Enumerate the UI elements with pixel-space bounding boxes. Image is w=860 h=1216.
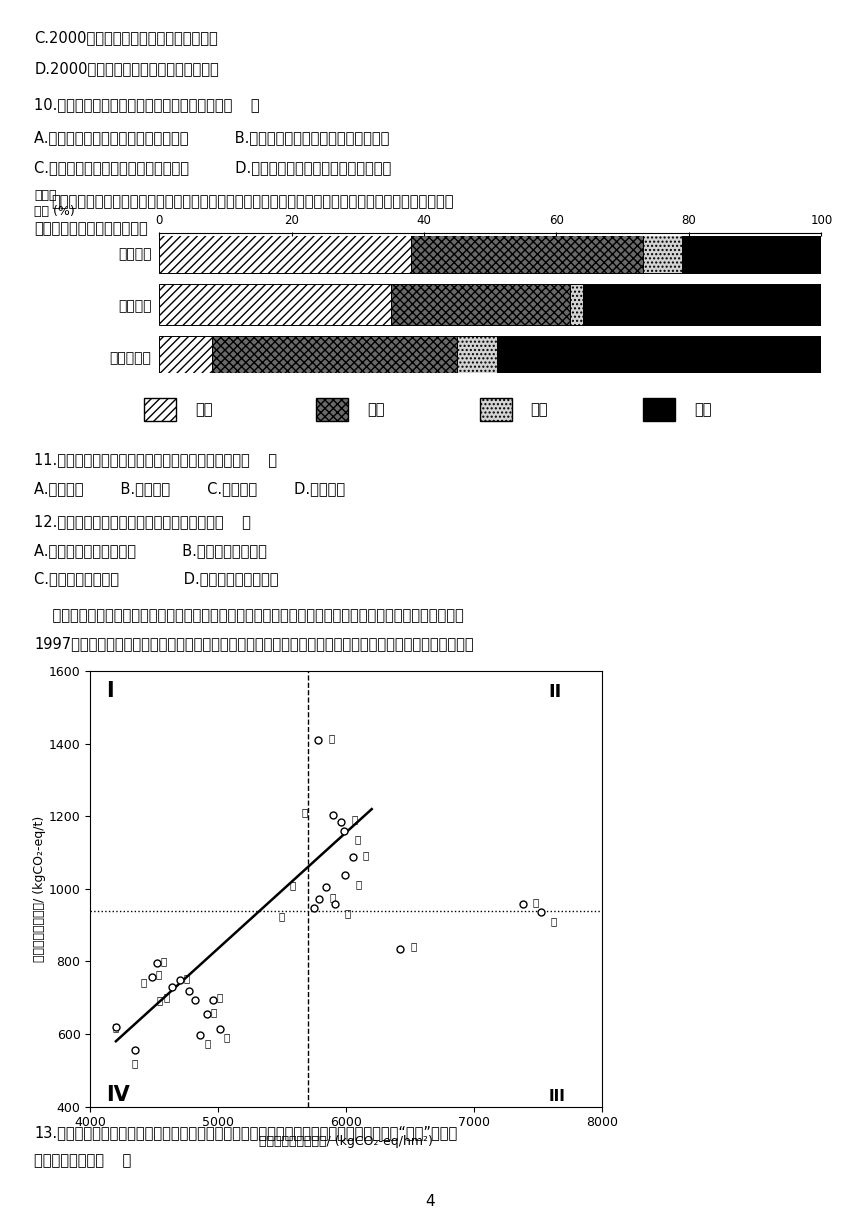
Text: 粤: 粤 xyxy=(351,815,358,824)
Text: A.区域面积        B.气候类型        C.海陆位置        D.农业活动: A.区域面积 B.气候类型 C.海陆位置 D.农业活动 xyxy=(34,482,346,496)
Text: 辽: 辽 xyxy=(217,992,224,1002)
Text: 闽: 闽 xyxy=(161,956,167,966)
Text: II: II xyxy=(549,682,562,700)
Text: 云: 云 xyxy=(156,969,162,980)
Text: 藏: 藏 xyxy=(329,733,335,743)
Text: 乙区: 乙区 xyxy=(367,402,384,417)
Bar xyxy=(480,398,512,422)
Text: 重的主要原因是（    ）: 重的主要原因是（ ） xyxy=(34,1153,132,1167)
Text: 下图为我国水资源、人口、耕地面积比重示意图，图示四个地区为我国北方地区、南方地区西北地区和西: 下图为我国水资源、人口、耕地面积比重示意图，图示四个地区为我国北方地区、南方地区… xyxy=(52,195,454,209)
Text: 11.造成四个地区水资源总量差异的主要影响因素是（    ）: 11.造成四个地区水资源总量差异的主要影响因素是（ ） xyxy=(34,452,278,467)
Text: 湘: 湘 xyxy=(157,995,163,1004)
Bar xyxy=(212,336,458,377)
Text: 川: 川 xyxy=(211,1007,217,1017)
Text: 丙区: 丙区 xyxy=(531,402,548,417)
Bar xyxy=(159,336,212,377)
Bar xyxy=(497,336,821,377)
Bar xyxy=(569,285,583,325)
Text: 赣: 赣 xyxy=(363,850,369,860)
Text: C.农业生产用水量大，过量开采地下水          D.年降水量持续减少，地下水补给不足: C.农业生产用水量大，过量开采地下水 D.年降水量持续减少，地下水补给不足 xyxy=(34,161,391,175)
Bar xyxy=(390,285,569,325)
Bar xyxy=(583,285,821,325)
Bar xyxy=(159,232,411,274)
Text: 黑: 黑 xyxy=(112,1021,119,1031)
Bar xyxy=(159,285,390,325)
Bar xyxy=(144,398,176,422)
Text: 渝: 渝 xyxy=(184,973,190,984)
Text: 贵: 贵 xyxy=(140,978,146,987)
Text: 玉门隶属酒泉市，是中国石油工业的摇篮，是全国第二批被确定为资源枯竭型的城市。玉门风能资源丰富，: 玉门隶属酒泉市，是中国石油工业的摇篮，是全国第二批被确定为资源枯竭型的城市。玉门… xyxy=(34,608,464,623)
Text: 南地区。据此完成下面小题。: 南地区。据此完成下面小题。 xyxy=(34,221,148,236)
Text: I: I xyxy=(106,681,114,700)
Text: C.改变现有耕地类型              D.实施跨区域粮食调配: C.改变现有耕地类型 D.实施跨区域粮食调配 xyxy=(34,572,279,586)
Text: C.2000年以来，粮食作物的比重显著下降: C.2000年以来，粮食作物的比重显著下降 xyxy=(34,30,218,45)
Text: D.2000年以来，水稻的种植面积逐年上升: D.2000年以来，水稻的种植面积逐年上升 xyxy=(34,61,219,75)
Text: 浙: 浙 xyxy=(329,891,335,902)
Text: A.跨区域大规模人口迁移          B.调整农业种植结构: A.跨区域大规模人口迁移 B.调整农业种植结构 xyxy=(34,544,267,558)
Text: 13.风电产业是玉门城市转型发展的新希望，然而已建成的风电机组运行率很低。玉门风电场“弃风”现象严: 13.风电产业是玉门城市转型发展的新希望，然而已建成的风电机组运行率很低。玉门风… xyxy=(34,1125,458,1139)
Text: 桂: 桂 xyxy=(301,807,308,817)
Text: 鲁: 鲁 xyxy=(224,1032,230,1042)
Text: III: III xyxy=(549,1090,565,1104)
Bar xyxy=(316,398,348,422)
Text: 占全国
比重 (%): 占全国 比重 (%) xyxy=(34,188,75,218)
Text: 象: 象 xyxy=(204,1038,211,1048)
Text: 12.缓解甲、乙两区域人地矛盾的有效措施是（    ）: 12.缓解甲、乙两区域人地矛盾的有效措施是（ ） xyxy=(34,514,251,529)
Bar xyxy=(642,232,682,274)
Text: 赣: 赣 xyxy=(290,880,296,890)
X-axis label: 年均单位面积碳足迹/ (kgCO₂-eq/hm²): 年均单位面积碳足迹/ (kgCO₂-eq/hm²) xyxy=(259,1135,433,1148)
Y-axis label: 年均地产品碳足迹/ (kgCO₂-eq/t): 年均地产品碳足迹/ (kgCO₂-eq/t) xyxy=(33,816,46,962)
Text: 丁区: 丁区 xyxy=(694,402,711,417)
Text: 吉: 吉 xyxy=(132,1058,138,1069)
Text: 10.近年来三江平原地下水位下降的主要原因是（    ）: 10.近年来三江平原地下水位下降的主要原因是（ ） xyxy=(34,97,260,112)
Text: 苏: 苏 xyxy=(551,916,557,927)
Text: 甲区: 甲区 xyxy=(195,402,212,417)
Text: IV: IV xyxy=(106,1085,129,1105)
Text: 赣: 赣 xyxy=(355,879,361,889)
Bar xyxy=(643,398,675,422)
Text: 闽: 闽 xyxy=(354,834,360,845)
Text: A.沼泽湿地面积减小，地表水下渗严重          B.黏土层下渗量增大，地下水流失严重: A.沼泽湿地面积减小，地表水下渗严重 B.黏土层下渗量增大，地下水流失严重 xyxy=(34,130,390,145)
Text: 沪: 沪 xyxy=(279,912,285,922)
Text: 鄂: 鄂 xyxy=(410,941,416,952)
Text: 浙: 浙 xyxy=(345,908,351,918)
Bar xyxy=(682,232,821,274)
Text: 1997年玉门建成了甘肃省首个示范型风电场，经过不懈努力，现已建成投产多个风电场。读图完成下面小题。: 1997年玉门建成了甘肃省首个示范型风电场，经过不懈努力，现已建成投产多个风电场… xyxy=(34,636,474,651)
Text: 苏: 苏 xyxy=(533,897,539,907)
Text: 豫: 豫 xyxy=(163,992,169,1002)
Bar xyxy=(411,232,642,274)
Text: 4: 4 xyxy=(425,1194,435,1209)
Bar xyxy=(458,336,497,377)
